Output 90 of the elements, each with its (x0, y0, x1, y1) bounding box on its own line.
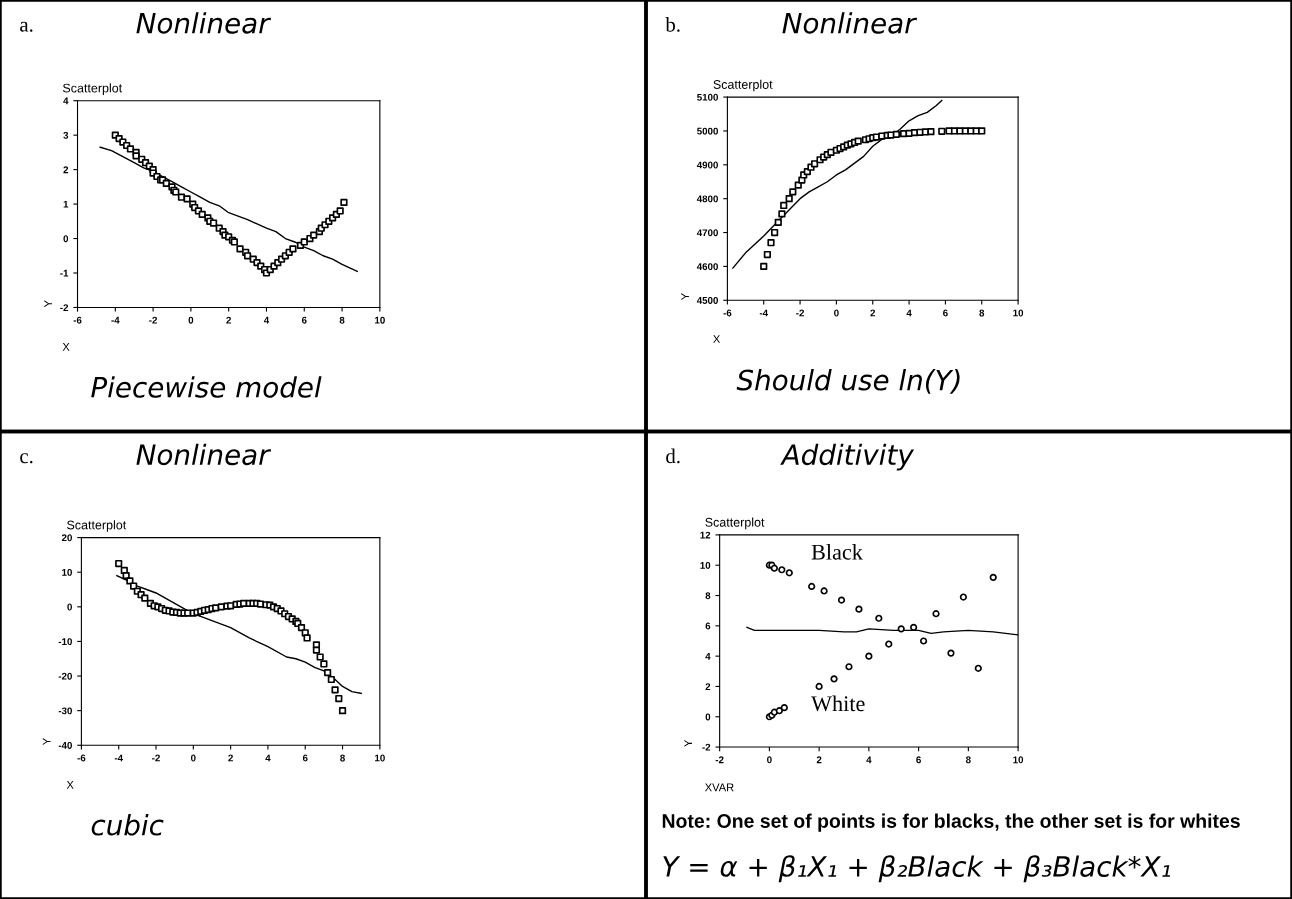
x-tick-label: 4 (906, 309, 912, 317)
y-tick-label: 5000 (697, 127, 718, 135)
y-tick-label: 20 (61, 534, 72, 542)
y-tick-label: 0 (67, 603, 72, 611)
x-tick-label: 8 (965, 756, 971, 764)
y-tick-label: -10 (58, 638, 72, 646)
x-tick-label: 0 (767, 756, 772, 764)
y-tick-label: -40 (58, 742, 72, 749)
y-tick-label: 4600 (696, 263, 718, 271)
y-tick-label: 4 (63, 97, 69, 105)
x-tick-label: -2 (149, 316, 158, 324)
y-axis-title: Y (684, 739, 692, 747)
chart-title: Scatterplot (705, 517, 765, 530)
x-tick-label: -6 (77, 754, 86, 762)
x-tick-label: -2 (715, 756, 724, 764)
x-axis-title: XVAR (704, 783, 734, 792)
x-tick-label: 2 (816, 756, 822, 764)
y-tick-label: -2 (702, 743, 711, 751)
x-tick-label: 10 (375, 316, 385, 324)
x-tick-label: 2 (228, 754, 233, 762)
text: Should use ln(Y) (736, 369, 960, 394)
y-tick-label: 3 (63, 131, 69, 139)
x-tick-label: -2 (152, 754, 160, 762)
x-tick-label: 8 (339, 316, 345, 324)
y-tick-label: 4900 (696, 161, 718, 169)
y-tick-label: 0 (63, 235, 69, 243)
y-tick-label: 5100 (697, 93, 718, 101)
x-tick-label: -4 (111, 316, 120, 324)
y-tick-label: -1 (60, 269, 69, 277)
x-tick-label: 4 (265, 754, 271, 762)
x-tick-label: -4 (114, 754, 123, 762)
x-tick-label: 10 (375, 754, 385, 762)
x-tick-label: 8 (979, 309, 985, 317)
text: Piecewise model (91, 376, 322, 398)
y-tick-label: 8 (705, 592, 711, 600)
y-axis-title: Y (44, 300, 52, 308)
y-tick-label: 2 (705, 683, 711, 690)
x-tick-label: 0 (188, 316, 194, 324)
y-axis-title: Y (681, 293, 689, 301)
x-tick-label: 0 (834, 309, 839, 317)
x-tick-label: -2 (796, 309, 804, 317)
x-tick-label: 4 (866, 756, 872, 764)
x-tick-label: 6 (301, 316, 307, 324)
chart-title: Scatterplot (62, 83, 123, 95)
text: Additivity (780, 443, 915, 471)
x-tick-label: 6 (916, 756, 921, 764)
text: Nonlinear (136, 12, 272, 34)
y-tick-label: 12 (700, 531, 711, 539)
text: Note: One set of points is for blacks, the other set is for whites (662, 813, 1240, 832)
x-tick-label: 4 (263, 316, 270, 324)
text: Y = α + β₁X₁ + β₂Black + β₃Black*X₁ (663, 855, 1171, 883)
y-tick-label: 4500 (696, 297, 718, 304)
text: c. (20, 453, 33, 464)
x-tick-label: 10 (1013, 309, 1024, 317)
y-tick-label: 6 (705, 622, 711, 630)
x-tick-label: 8 (340, 754, 345, 762)
text: d. (666, 448, 680, 464)
text: Nonlinear (782, 12, 918, 34)
x-tick-label: -6 (73, 316, 82, 324)
chart-title: Scatterplot (713, 79, 773, 92)
x-tick-label: -4 (759, 309, 768, 317)
chart-title: Scatterplot (67, 520, 127, 532)
x-tick-label: -6 (723, 309, 732, 317)
text: b. (665, 17, 680, 32)
x-axis-title: X (62, 343, 70, 351)
y-tick-label: 4700 (696, 229, 718, 237)
x-tick-label: 0 (191, 754, 196, 762)
text: a. (20, 21, 33, 32)
x-tick-label: 2 (870, 309, 876, 317)
y-tick-label: 2 (63, 166, 69, 174)
x-axis-title: X (713, 335, 721, 343)
text: cubic (91, 814, 164, 836)
y-tick-label: -20 (58, 672, 72, 680)
y-tick-label: 4 (705, 652, 711, 660)
y-tick-label: 4800 (696, 195, 718, 203)
text: Nonlinear (136, 443, 272, 466)
y-axis-title: Y (42, 738, 51, 746)
series-label: White (811, 695, 865, 712)
y-tick-label: -2 (60, 304, 69, 311)
y-tick-label: 1 (63, 200, 69, 208)
y-tick-label: 10 (700, 561, 711, 569)
x-tick-label: 6 (943, 309, 948, 317)
y-tick-label: -30 (58, 707, 72, 715)
x-tick-label: 10 (1013, 756, 1024, 764)
x-axis-title: X (66, 780, 74, 789)
x-tick-label: 6 (302, 754, 308, 762)
series-label: Black (811, 544, 863, 560)
x-tick-label: 2 (226, 316, 231, 324)
y-tick-label: 10 (62, 568, 72, 576)
y-tick-label: 0 (705, 713, 711, 721)
